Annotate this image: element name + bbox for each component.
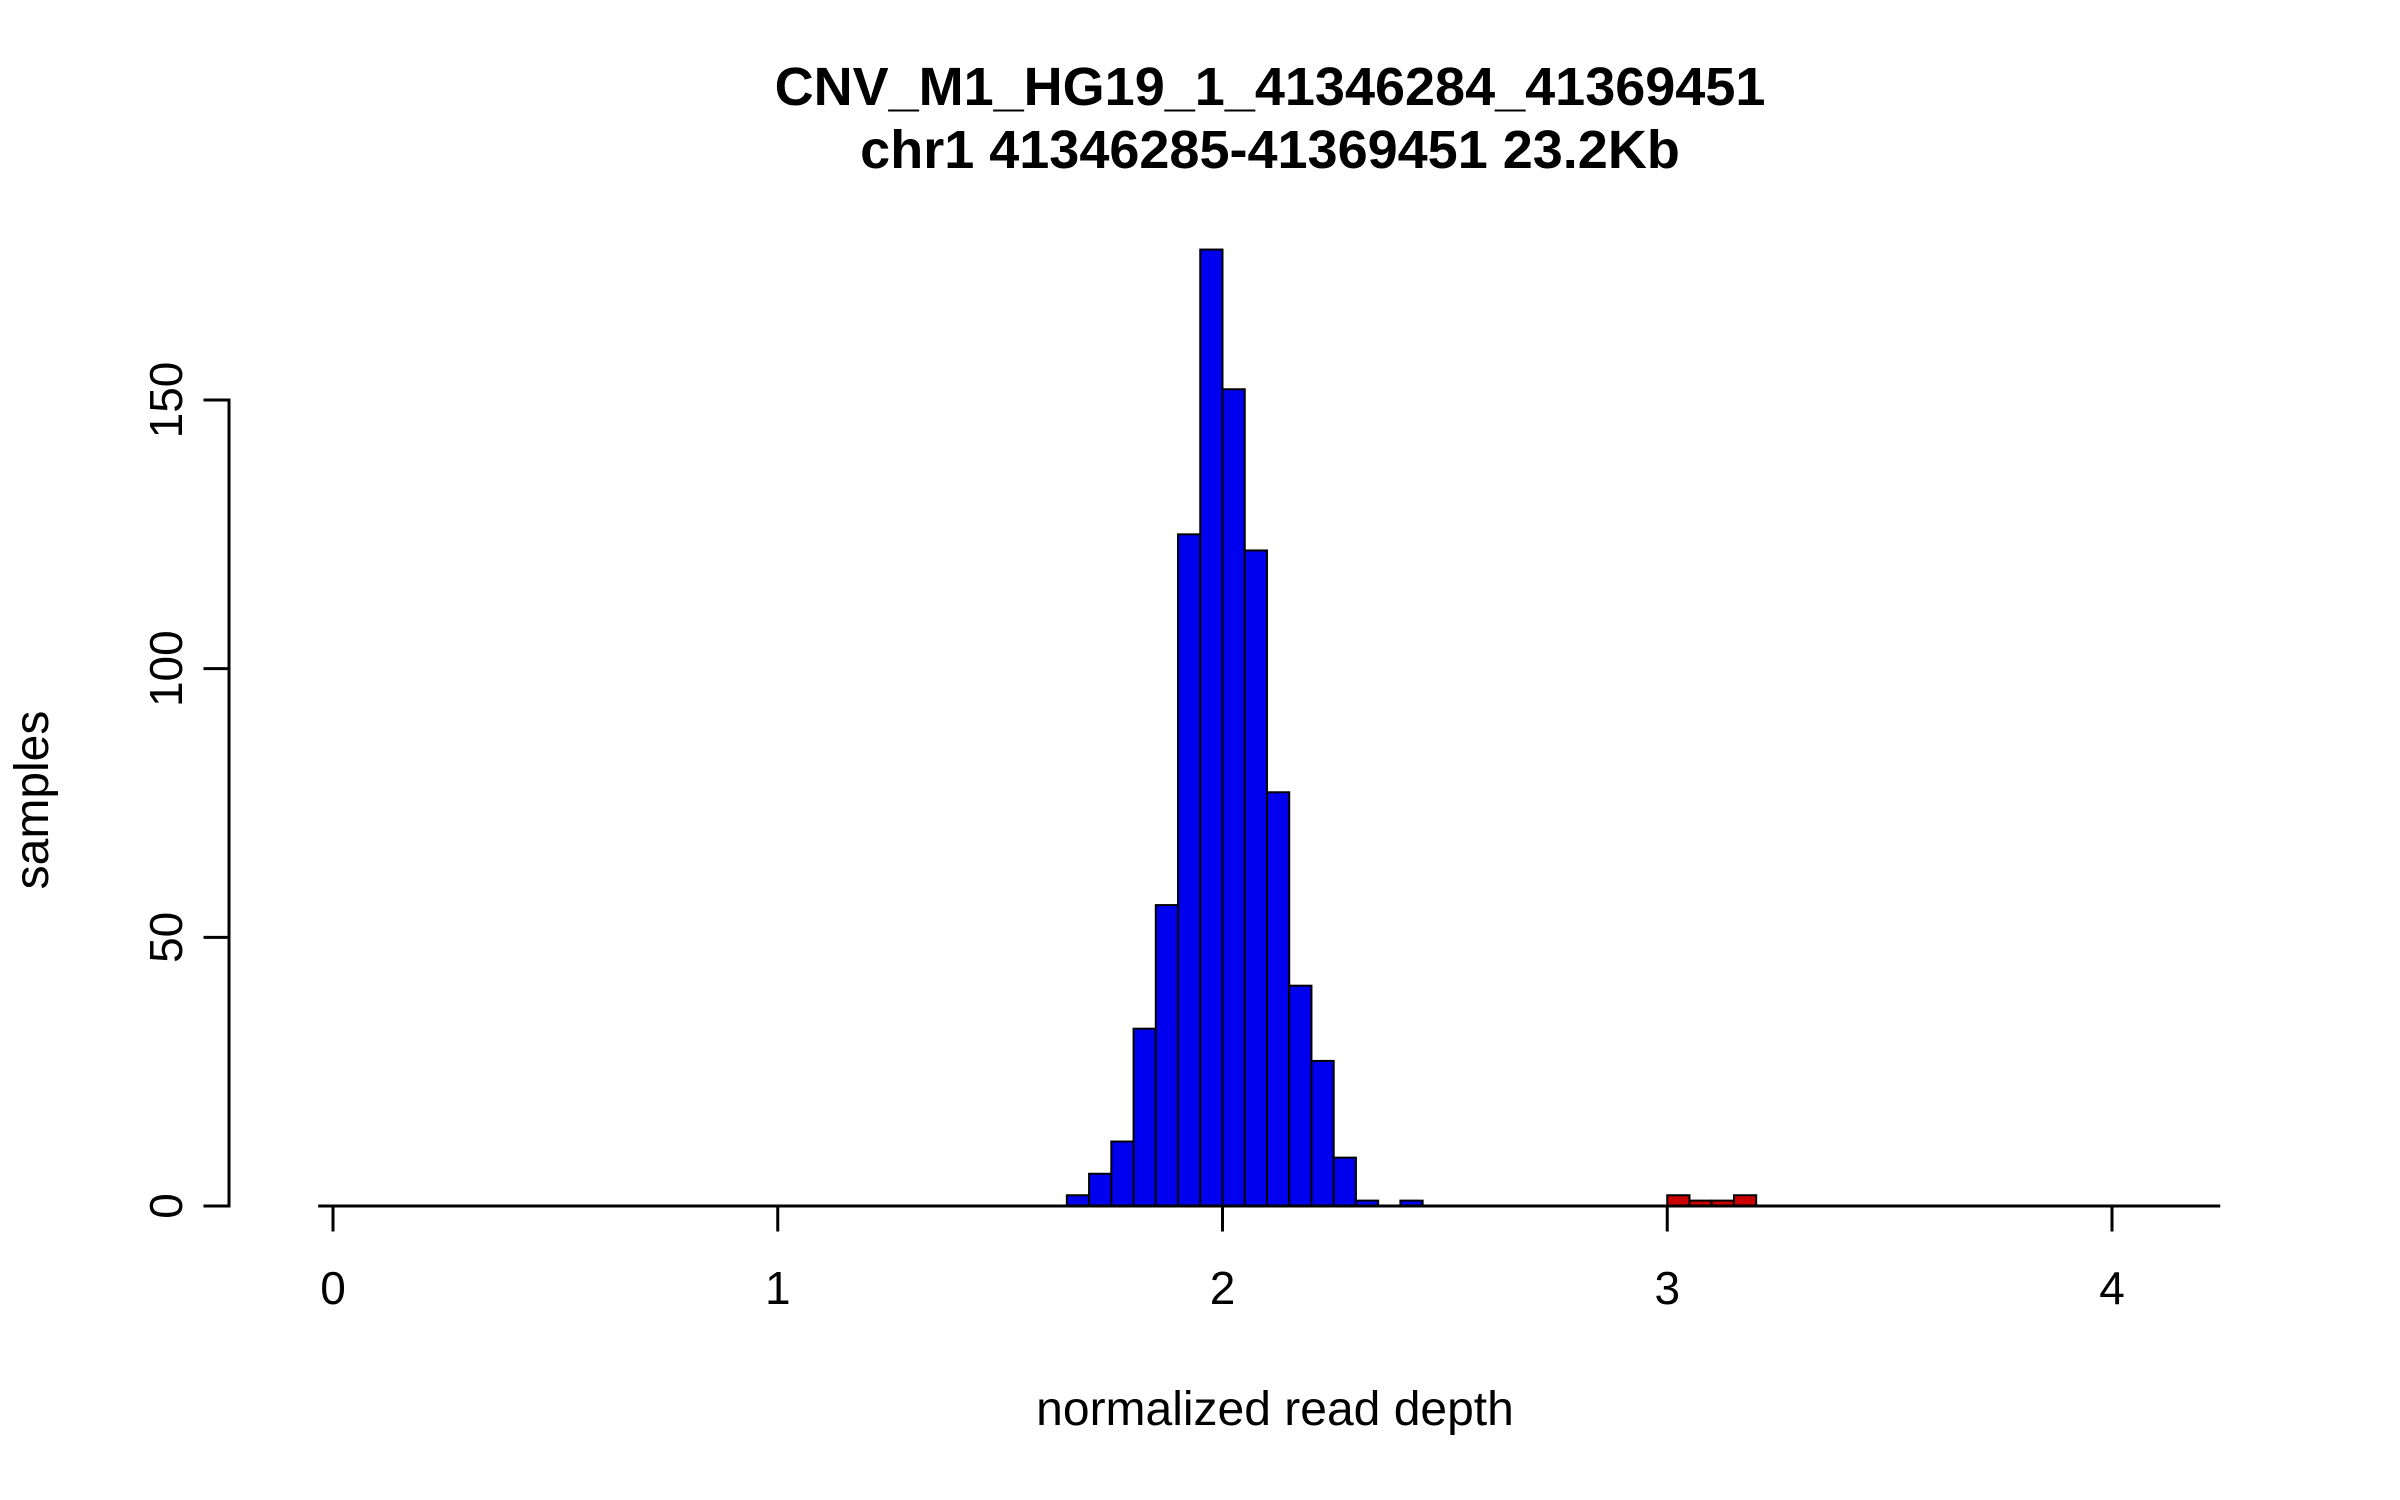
histogram-bars — [1065, 248, 1758, 1208]
x-tick-label: 1 — [765, 1262, 791, 1314]
axes: 0 1 2 3 4 0 50 100 150 — [140, 362, 2221, 1314]
x-tick-label: 3 — [1654, 1262, 1680, 1314]
x-tick-label: 4 — [2099, 1262, 2125, 1314]
histogram-bar-normal — [1265, 791, 1291, 1208]
histogram-bar-normal — [1154, 904, 1180, 1207]
histogram-bar-normal — [1177, 533, 1202, 1207]
histogram-bar-outlier — [1732, 1194, 1758, 1208]
histogram-bar-outlier — [1666, 1194, 1691, 1208]
x-axis-label: normalized read depth — [1036, 1383, 1514, 1436]
histogram-bar-normal — [1332, 1156, 1357, 1207]
x-tick-label: 2 — [1210, 1262, 1236, 1314]
y-tick-label: 50 — [140, 912, 192, 963]
histogram-bar-normal — [1288, 984, 1313, 1207]
chart-subtitle: chr1 41346285-41369451 23.2Kb — [860, 120, 1680, 180]
histogram-bar-normal — [1243, 549, 1268, 1207]
histogram-bar-normal — [1132, 1027, 1157, 1208]
histogram-bar-normal — [1310, 1059, 1335, 1207]
histogram-bar-normal — [1110, 1140, 1135, 1207]
y-tick-label: 0 — [140, 1193, 192, 1219]
histogram-bar-normal — [1199, 248, 1224, 1207]
histogram-bar-normal — [1088, 1172, 1113, 1208]
x-tick-label: 0 — [320, 1262, 346, 1314]
chart-title: CNV_M1_HG19_1_41346284_41369451 — [775, 57, 1766, 117]
y-tick-label: 150 — [140, 362, 192, 439]
histogram-bar-normal — [1065, 1194, 1091, 1208]
histogram-bar-normal — [1221, 388, 1246, 1207]
y-axis-label: samples — [6, 711, 59, 890]
y-tick-label: 100 — [140, 630, 192, 707]
